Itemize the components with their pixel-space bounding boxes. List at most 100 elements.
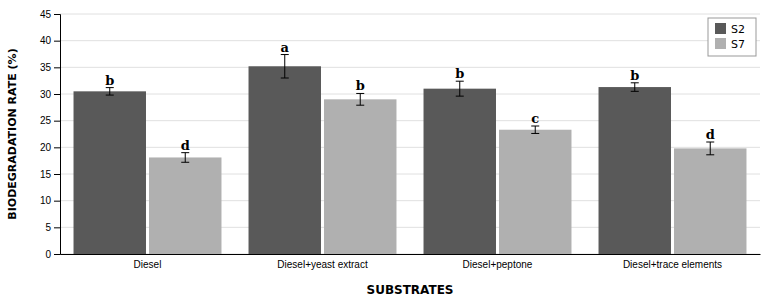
tick-label: 15 — [40, 169, 52, 180]
tick-label: 35 — [40, 62, 52, 73]
x-axis: Diesel Diesel+yeast extract Diesel+peptone… — [61, 254, 761, 270]
error-bar — [356, 93, 364, 105]
tick-label: 45 — [40, 9, 52, 20]
tick: 40 — [40, 35, 60, 46]
error-bar — [281, 55, 289, 78]
tick-label: Diesel+trace elements — [623, 259, 722, 270]
tick-mark — [54, 14, 60, 15]
legend-swatch — [715, 23, 726, 34]
tick: 5 — [45, 222, 60, 233]
tick-label: 0 — [45, 249, 51, 260]
tick: Diesel+peptone — [463, 254, 533, 270]
legend: S2S7 — [708, 18, 756, 56]
tick: Diesel+yeast extract — [277, 254, 368, 270]
annotation: b — [356, 78, 365, 93]
error-line — [185, 153, 186, 163]
tick: 15 — [40, 169, 60, 180]
error-bar — [106, 88, 114, 95]
error-cap — [356, 105, 364, 106]
legend-swatch — [715, 38, 726, 49]
error-cap — [631, 91, 639, 92]
tick-label: Diesel+yeast extract — [277, 259, 368, 270]
bar — [249, 66, 321, 254]
annotations: b a b b d b c d — [105, 40, 715, 153]
bar — [149, 157, 221, 254]
y-axis: 0 5 10 15 20 25 30 35 40 45 — [40, 9, 61, 260]
tick-label: 25 — [40, 115, 52, 126]
y-axis-title: BIODEGRADATION RATE (%) — [6, 48, 19, 219]
tick-label: Diesel+peptone — [463, 259, 533, 270]
error-bar — [181, 153, 189, 163]
error-line — [109, 88, 110, 95]
tick-label: 30 — [40, 89, 52, 100]
annotation: d — [706, 127, 715, 142]
tick-mark — [54, 94, 60, 95]
error-cap — [706, 154, 714, 155]
tick: 10 — [40, 195, 60, 206]
tick: 35 — [40, 62, 60, 73]
grid — [60, 14, 760, 254]
tick: 0 — [45, 249, 60, 260]
tick-mark — [54, 201, 60, 202]
error-cap — [456, 96, 464, 97]
bar — [74, 91, 146, 254]
annotation: c — [531, 111, 539, 126]
annotation: b — [105, 73, 114, 88]
tick-label: 5 — [45, 222, 51, 233]
grid-line — [60, 67, 760, 68]
x-axis-title: SUBSTRATES — [367, 283, 454, 297]
error-cap — [106, 95, 114, 96]
error-line — [710, 142, 711, 155]
tick: Diesel+trace elements — [623, 254, 722, 270]
tick-label: 40 — [40, 35, 52, 46]
tick-label: Diesel — [134, 259, 162, 270]
tick: 30 — [40, 89, 60, 100]
legend-label: S2 — [731, 23, 745, 36]
tick-mark — [54, 41, 60, 42]
annotation: d — [181, 138, 190, 153]
error-line — [284, 55, 285, 78]
error-line — [634, 83, 635, 92]
tick-mark — [54, 67, 60, 68]
tick-mark — [54, 254, 60, 255]
tick: Diesel — [134, 254, 162, 270]
error-line — [459, 81, 460, 96]
tick-mark — [54, 121, 60, 122]
error-line — [535, 126, 536, 133]
tick-mark — [54, 147, 60, 148]
tick-mark — [54, 174, 60, 175]
axis-line — [54, 15, 61, 255]
tick-label: 20 — [40, 142, 52, 153]
bar — [424, 89, 496, 254]
legend-label: S7 — [731, 38, 745, 51]
tick: 45 — [40, 9, 60, 20]
annotation: b — [455, 66, 464, 81]
bar — [599, 87, 671, 254]
tick: 25 — [40, 115, 60, 126]
bar — [499, 130, 571, 254]
legend-item: S2 — [715, 23, 745, 36]
grid-line — [60, 40, 760, 41]
bar — [674, 148, 746, 254]
legend-frame — [708, 18, 756, 56]
grid-line — [60, 14, 760, 15]
tick: 20 — [40, 142, 60, 153]
tick-mark — [54, 227, 60, 228]
error-cap — [181, 162, 189, 163]
error-bar — [631, 83, 639, 92]
chart: b a b b d b c d 0 5 10 15 20 25 30 35 40 45 Diesel Diesel+y… — [0, 0, 774, 304]
bar — [324, 99, 396, 254]
plot: b a b b d b c d 0 5 10 15 20 25 30 35 40 45 Diesel Diesel+y… — [40, 9, 761, 270]
error-bar — [531, 126, 539, 133]
error-bar — [706, 142, 714, 155]
error-cap — [281, 78, 289, 79]
error-line — [360, 93, 361, 105]
legend-item: S7 — [715, 38, 745, 51]
annotation: b — [630, 68, 639, 83]
series — [149, 93, 746, 254]
tick-label: 10 — [40, 195, 52, 206]
error-cap — [531, 133, 539, 134]
axis-line — [61, 254, 761, 255]
marks — [74, 55, 747, 254]
annotation: a — [281, 40, 290, 55]
